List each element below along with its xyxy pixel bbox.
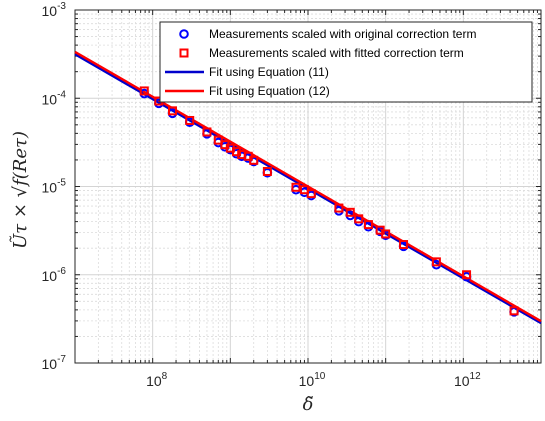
x-tick-label: 1010 bbox=[299, 371, 326, 389]
data-point-fitted bbox=[202, 127, 212, 137]
y-tick-label: 10-3 bbox=[42, 1, 67, 19]
data-point-fitted bbox=[509, 306, 519, 316]
data-point-fitted bbox=[167, 106, 177, 116]
data-point-fitted bbox=[291, 182, 301, 192]
legend-label-fitted: Measurements scaled with fitted correcti… bbox=[209, 46, 464, 60]
y-tick-label: 10-7 bbox=[42, 354, 67, 372]
y-tick-label: 10-4 bbox=[42, 89, 67, 107]
data-point-fitted bbox=[306, 189, 316, 199]
data-point-fitted bbox=[334, 203, 344, 213]
legend-marker-square bbox=[179, 48, 189, 58]
data-point-fitted bbox=[249, 155, 259, 165]
data-point-fitted bbox=[345, 207, 355, 217]
data-point-fitted bbox=[431, 257, 441, 267]
y-tick-label: 10-6 bbox=[42, 266, 67, 284]
data-point-fitted bbox=[354, 214, 364, 224]
data-point-fitted bbox=[262, 166, 272, 176]
data-point-fitted bbox=[139, 86, 149, 96]
legend-label-eq12: Fit using Equation (12) bbox=[209, 84, 330, 98]
y-tick-label: 10-5 bbox=[42, 178, 67, 196]
x-tick-label: 108 bbox=[146, 371, 168, 389]
x-tick-labels: 108 1010 1012 bbox=[146, 371, 481, 389]
legend: Measurements scaled with original correc… bbox=[159, 21, 533, 103]
y-axis-label: Ũτ × √f(Reτ) bbox=[8, 131, 31, 249]
axis-ticks bbox=[74, 10, 541, 364]
x-axis-label: δ̃ bbox=[303, 394, 314, 415]
data-point-fitted bbox=[399, 240, 409, 250]
data-point-fitted bbox=[363, 220, 373, 230]
legend-label-eq11: Fit using Equation (11) bbox=[209, 65, 329, 79]
data-point-fitted bbox=[381, 229, 391, 239]
y-tick-labels: 10-3 10-4 10-5 10-6 10-7 bbox=[42, 1, 67, 372]
legend-label-original: Measurements scaled with original correc… bbox=[209, 27, 476, 41]
data-point-fitted bbox=[185, 115, 195, 125]
data-point-fitted bbox=[462, 270, 472, 280]
x-tick-label: 1012 bbox=[454, 371, 481, 389]
legend-marker-circle bbox=[179, 29, 189, 39]
legend-box bbox=[159, 21, 533, 103]
